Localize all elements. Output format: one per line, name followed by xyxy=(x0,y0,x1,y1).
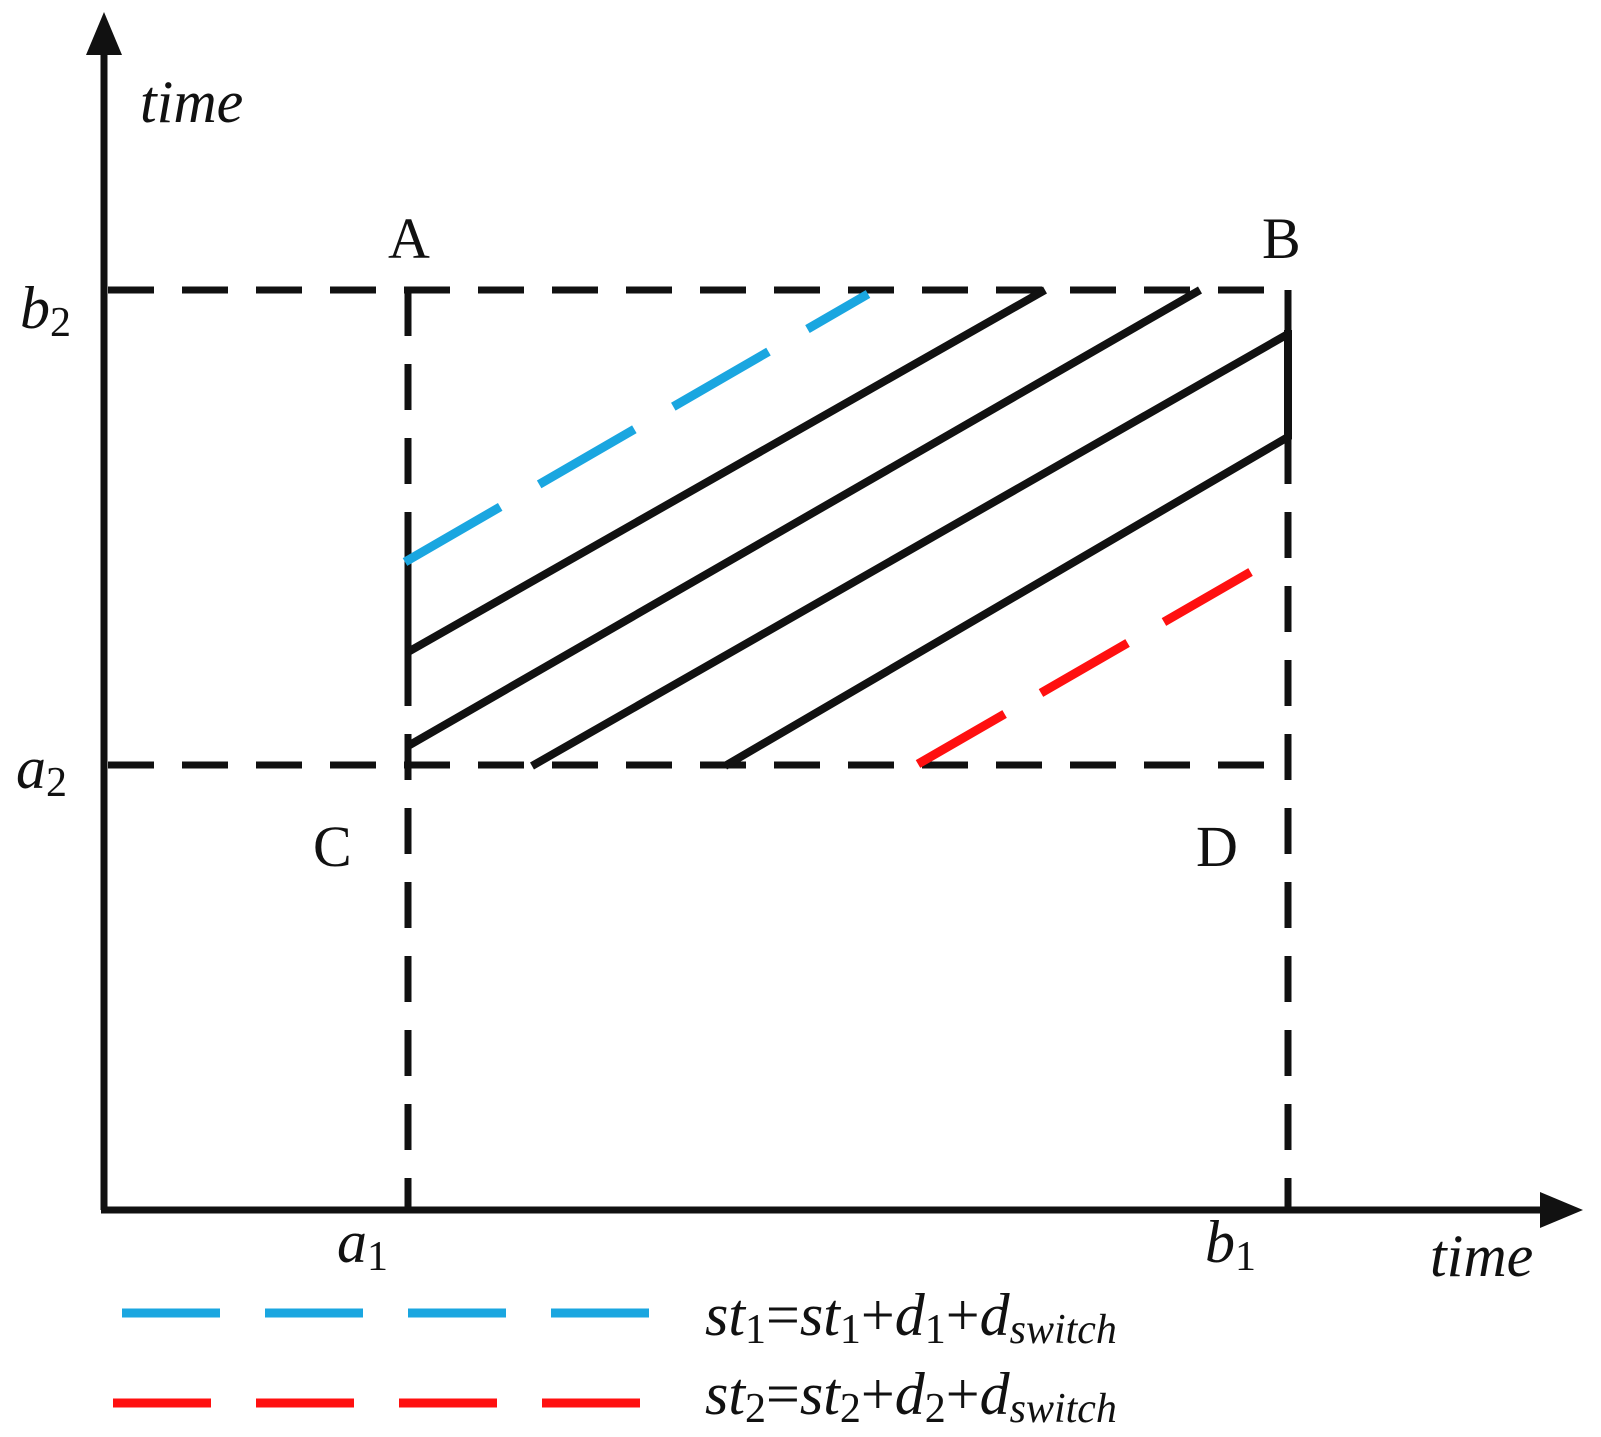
blue-dashed-diagonal xyxy=(402,290,871,566)
diagonal-line-3 xyxy=(530,330,1290,770)
y-axis-label: time xyxy=(140,69,243,135)
legend-formula-2: st2=st2+d2+dswitch xyxy=(705,1361,1117,1432)
corner-labels: A B C D xyxy=(313,206,1301,879)
legend-formula-1: st1=st1+d1+dswitch xyxy=(705,1282,1117,1353)
corner-label-a: A xyxy=(388,206,430,271)
y-tick-b2: b2 xyxy=(20,275,71,346)
legend-item-red: st2=st2+d2+dswitch xyxy=(113,1361,1117,1432)
diagonal-line-2 xyxy=(406,286,1202,750)
dashed-boundaries xyxy=(108,286,1292,1210)
axes xyxy=(86,12,1583,1228)
x-axis-label: time xyxy=(1430,1223,1533,1289)
x-axis-arrowhead xyxy=(1540,1192,1583,1228)
y-axis-arrowhead xyxy=(86,12,122,55)
corner-label-c: C xyxy=(313,814,352,879)
diagonal-line-4 xyxy=(722,330,1292,770)
red-dashed-diagonal xyxy=(915,566,1257,768)
x-tick-a1: a1 xyxy=(337,1209,388,1280)
y-tick-a2: a2 xyxy=(16,735,67,806)
corner-label-b: B xyxy=(1262,206,1301,271)
diagonal-lines xyxy=(406,286,1292,770)
legend: st1=st1+d1+dswitch st2=st2+d2+dswitch xyxy=(113,1282,1117,1432)
legend-item-blue: st1=st1+d1+dswitch xyxy=(122,1282,1117,1353)
diagonal-line-1 xyxy=(406,286,1047,656)
corner-label-d: D xyxy=(1196,814,1238,879)
x-tick-b1: b1 xyxy=(1205,1209,1256,1280)
